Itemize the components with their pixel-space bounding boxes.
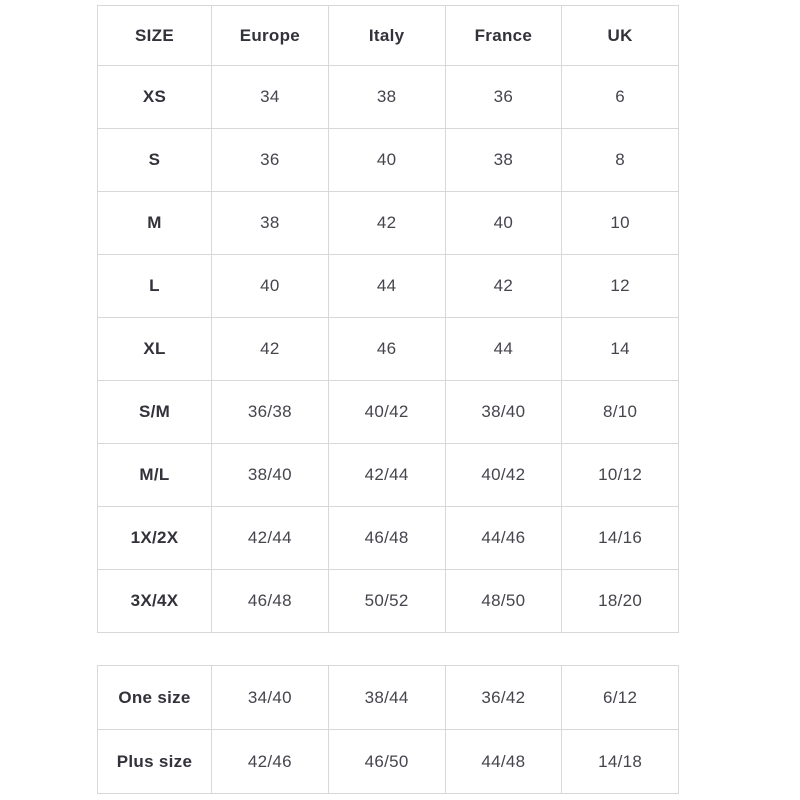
size-value: 12 bbox=[561, 254, 679, 318]
size-value: 14/18 bbox=[561, 729, 679, 794]
table-row-xs: XS 34 38 36 6 bbox=[97, 65, 679, 129]
size-value: 38/40 bbox=[211, 443, 329, 507]
size-value: 46/48 bbox=[327, 506, 446, 570]
table-row-l: L 40 44 42 12 bbox=[97, 254, 679, 318]
column-header-size: SIZE bbox=[97, 5, 212, 66]
size-label: M bbox=[97, 191, 212, 255]
size-value: 18/20 bbox=[561, 569, 679, 633]
size-value: 42/44 bbox=[327, 443, 446, 507]
size-value: 38 bbox=[211, 191, 329, 255]
table-row-1x2x: 1X/2X 42/44 46/48 44/46 14/16 bbox=[97, 506, 679, 570]
size-value: 36 bbox=[211, 128, 329, 192]
size-value: 38 bbox=[444, 128, 563, 192]
size-value: 42/46 bbox=[211, 729, 329, 794]
size-label: 3X/4X bbox=[97, 569, 212, 633]
size-value: 42 bbox=[211, 317, 329, 381]
column-header-europe: Europe bbox=[211, 5, 329, 66]
header-row: SIZE Europe Italy France UK bbox=[97, 5, 679, 66]
column-header-uk: UK bbox=[561, 5, 679, 66]
size-value: 42/44 bbox=[211, 506, 329, 570]
size-value: 44/48 bbox=[444, 729, 563, 794]
size-value: 38/44 bbox=[327, 665, 446, 730]
size-value: 40 bbox=[444, 191, 563, 255]
size-label: XL bbox=[97, 317, 212, 381]
size-value: 34/40 bbox=[211, 665, 329, 730]
table-row-3x4x: 3X/4X 46/48 50/52 48/50 18/20 bbox=[97, 569, 679, 633]
size-value: 46/50 bbox=[327, 729, 446, 794]
size-value: 6/12 bbox=[561, 665, 679, 730]
size-label: XS bbox=[97, 65, 212, 129]
size-value: 40 bbox=[211, 254, 329, 318]
size-value: 8/10 bbox=[561, 380, 679, 444]
size-label: One size bbox=[97, 665, 212, 730]
size-value: 42 bbox=[444, 254, 563, 318]
size-label: 1X/2X bbox=[97, 506, 212, 570]
size-value: 38 bbox=[327, 65, 446, 129]
size-value: 40 bbox=[327, 128, 446, 192]
size-value: 36 bbox=[444, 65, 563, 129]
column-header-italy: Italy bbox=[327, 5, 446, 66]
size-value: 36/38 bbox=[211, 380, 329, 444]
size-value: 10/12 bbox=[561, 443, 679, 507]
size-value: 8 bbox=[561, 128, 679, 192]
size-value: 42 bbox=[327, 191, 446, 255]
size-value: 48/50 bbox=[444, 569, 563, 633]
size-value: 44 bbox=[444, 317, 563, 381]
size-label: S/M bbox=[97, 380, 212, 444]
size-label: S bbox=[97, 128, 212, 192]
size-value: 14 bbox=[561, 317, 679, 381]
size-value: 46 bbox=[327, 317, 446, 381]
size-value: 50/52 bbox=[327, 569, 446, 633]
size-value: 40/42 bbox=[327, 380, 446, 444]
size-value: 44/46 bbox=[444, 506, 563, 570]
size-label: L bbox=[97, 254, 212, 318]
table-row-m: M 38 42 40 10 bbox=[97, 191, 679, 255]
size-value: 34 bbox=[211, 65, 329, 129]
size-value: 38/40 bbox=[444, 380, 563, 444]
size-label: M/L bbox=[97, 443, 212, 507]
size-value: 6 bbox=[561, 65, 679, 129]
size-label: Plus size bbox=[97, 729, 212, 794]
size-value: 44 bbox=[327, 254, 446, 318]
column-header-france: France bbox=[444, 5, 563, 66]
size-value: 36/42 bbox=[444, 665, 563, 730]
table-row-ml: M/L 38/40 42/44 40/42 10/12 bbox=[97, 443, 679, 507]
size-conversion-table: SIZE Europe Italy France UK XS 34 38 36 … bbox=[97, 5, 679, 633]
table-row-xl: XL 42 46 44 14 bbox=[97, 317, 679, 381]
size-value: 40/42 bbox=[444, 443, 563, 507]
size-value: 46/48 bbox=[211, 569, 329, 633]
table-row-sm: S/M 36/38 40/42 38/40 8/10 bbox=[97, 380, 679, 444]
size-value: 10 bbox=[561, 191, 679, 255]
table-row-s: S 36 40 38 8 bbox=[97, 128, 679, 192]
table-row-plus-size: Plus size 42/46 46/50 44/48 14/18 bbox=[97, 729, 679, 794]
size-value: 14/16 bbox=[561, 506, 679, 570]
special-sizes-table: One size 34/40 38/44 36/42 6/12 Plus siz… bbox=[97, 665, 679, 794]
table-row-one-size: One size 34/40 38/44 36/42 6/12 bbox=[97, 665, 679, 730]
